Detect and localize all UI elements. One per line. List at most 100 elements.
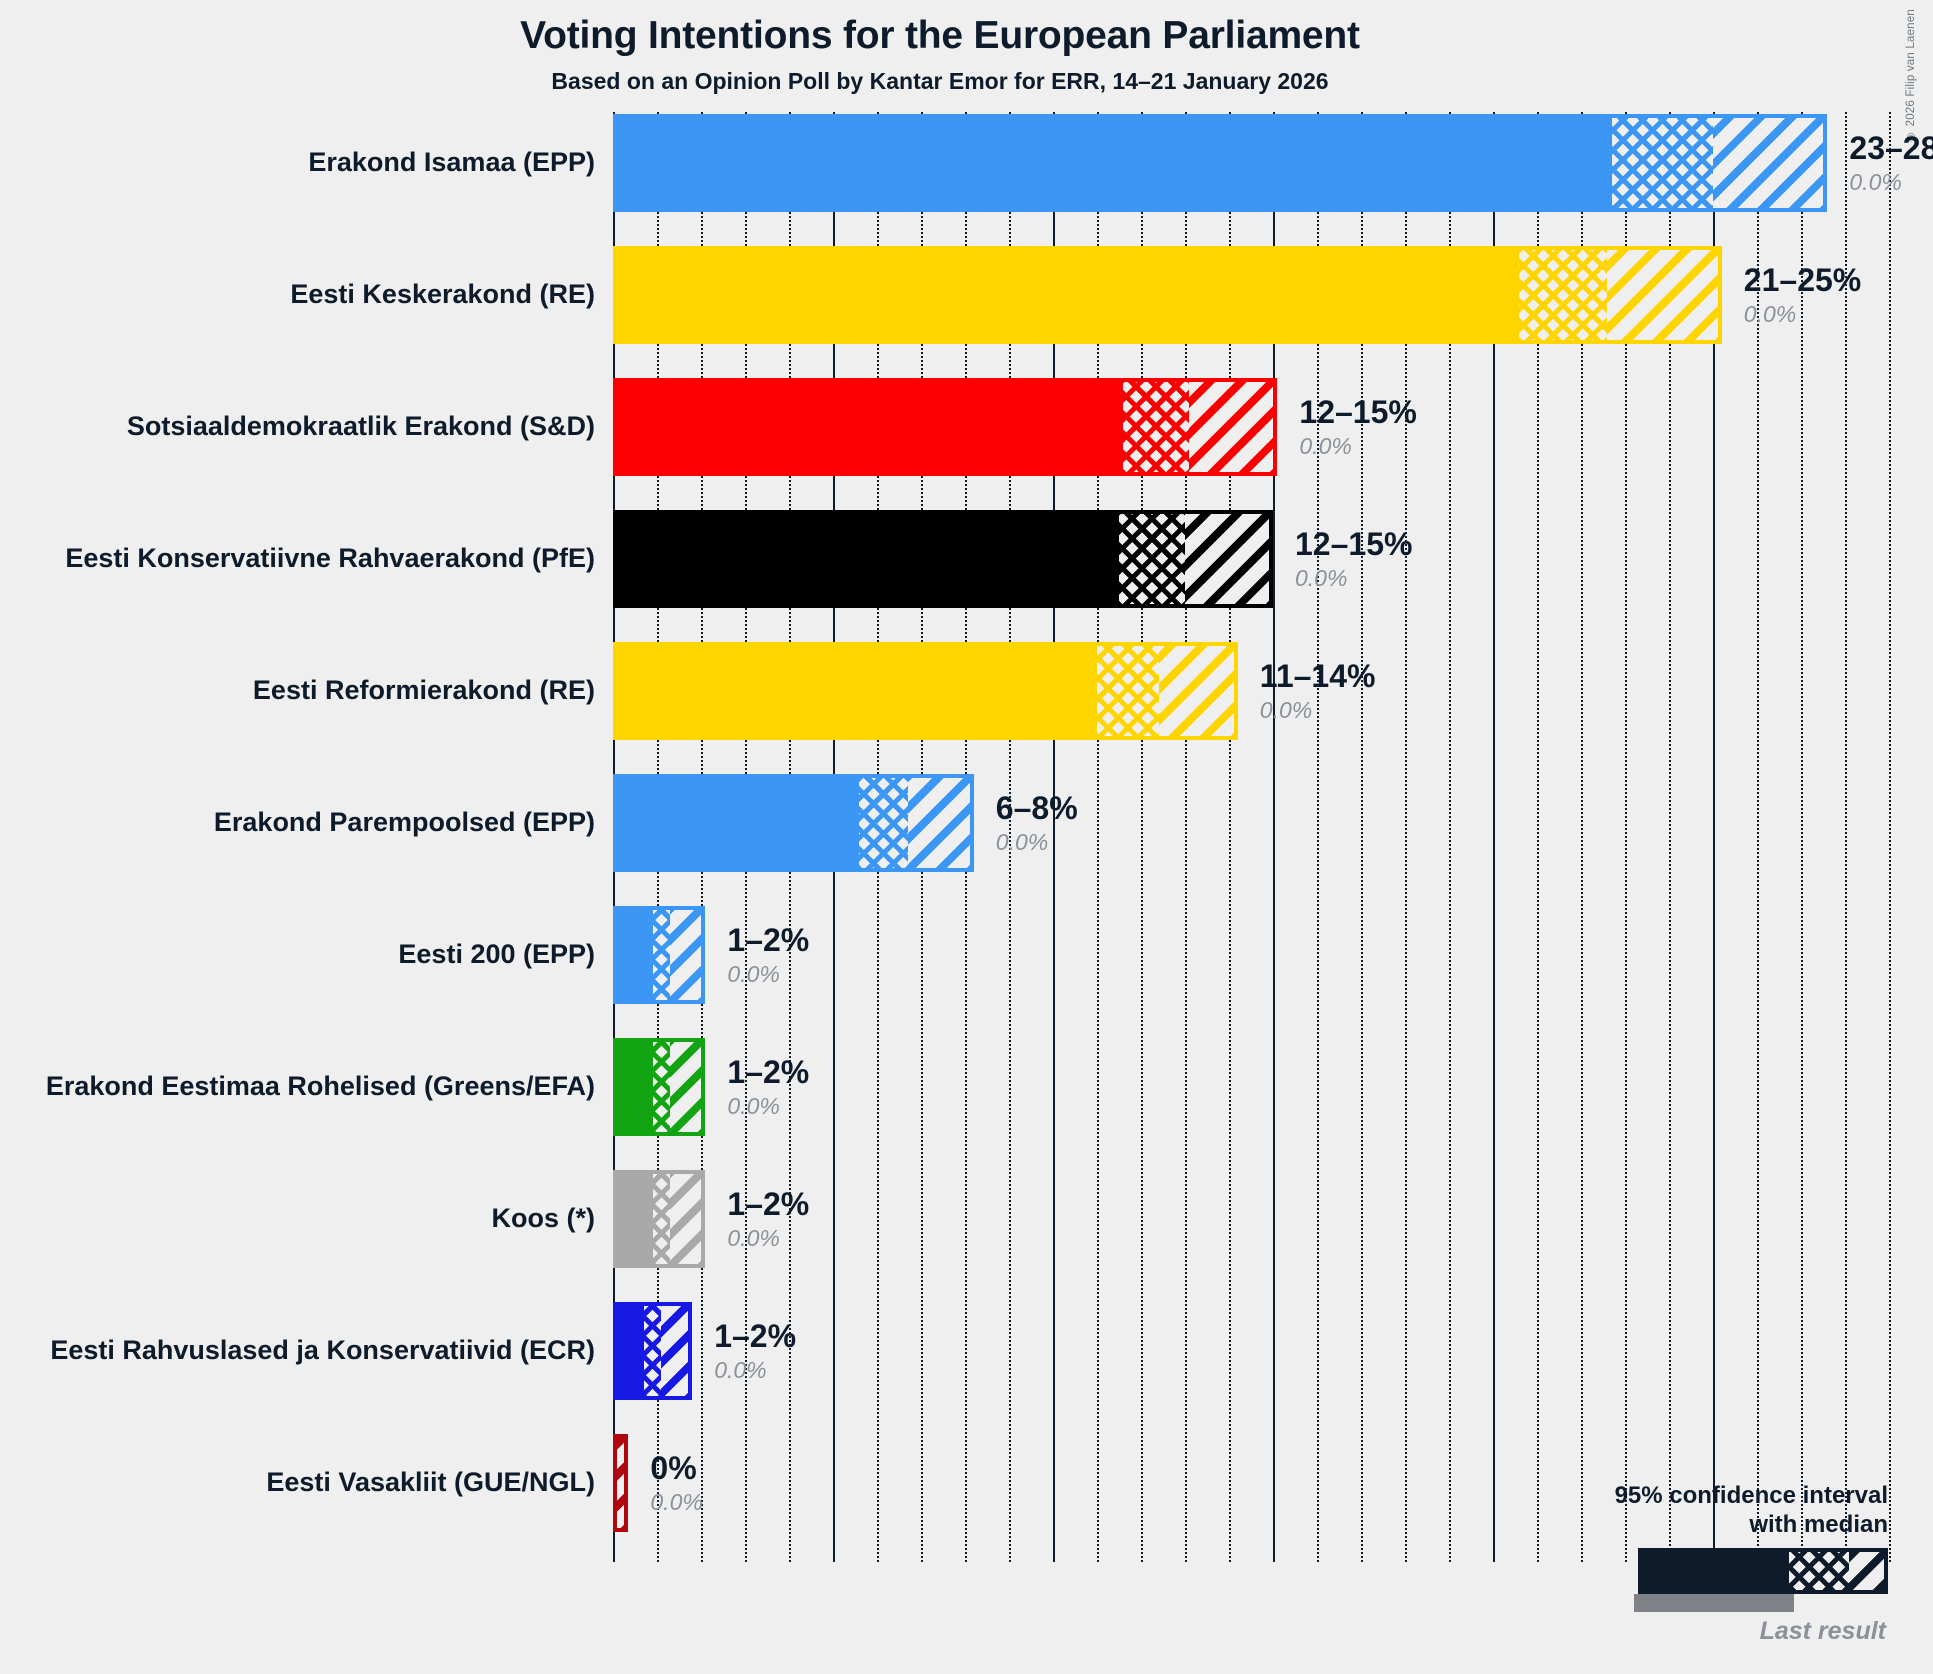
confidence-interval-bar[interactable]	[613, 378, 1278, 476]
bar-outline	[613, 642, 1238, 740]
bar-category-label: Eesti Reformierakond (RE)	[252, 675, 595, 706]
bar-segment-diagonal	[907, 774, 974, 872]
bar-container[interactable]	[613, 1434, 629, 1532]
bar-last-result-label: 0.0%	[714, 1357, 767, 1383]
confidence-interval-bar[interactable]	[613, 774, 974, 872]
legend-caption: 95% confidence interval with median	[1468, 1482, 1888, 1539]
bar-range-label: 1–2%	[727, 1186, 810, 1222]
bar-container[interactable]	[613, 642, 1238, 740]
bar-container[interactable]	[613, 510, 1273, 608]
legend-last-result-swatch	[1634, 1594, 1794, 1612]
bar-outline	[613, 906, 706, 1004]
bar-range-label: 6–8%	[995, 790, 1078, 826]
confidence-interval-bar[interactable]	[613, 642, 1238, 740]
bar-segment-diagonal	[1712, 114, 1828, 212]
bar-value-labels: 1–2% 0.0%	[727, 1056, 809, 1118]
confidence-interval-bar[interactable]	[613, 906, 706, 1004]
bar-container[interactable]	[613, 1302, 693, 1400]
bar-outline	[613, 1434, 629, 1532]
bar-segment-diagonal	[670, 1038, 706, 1136]
bar-segment-solid	[613, 510, 1119, 608]
bar-value-labels: 11–14% 0.0%	[1260, 660, 1376, 722]
bar-outline	[613, 1038, 706, 1136]
bar-value-labels: 23–28% 0.0%	[1849, 132, 1933, 194]
bar-value-labels: 12–15% 0.0%	[1299, 396, 1416, 458]
bar-segment-solid	[613, 378, 1124, 476]
bar-container[interactable]	[613, 1038, 706, 1136]
legend-swatch	[1638, 1548, 1888, 1594]
bar-container[interactable]	[613, 774, 974, 872]
bar-value-labels: 0% 0.0%	[650, 1452, 702, 1514]
bar-category-label: Erakond Eestimaa Rohelised (Greens/EFA)	[45, 1071, 595, 1102]
bar-container[interactable]	[613, 246, 1722, 344]
bar-value-labels: 1–2% 0.0%	[714, 1320, 796, 1382]
bar-category-label: Eesti Konservatiivne Rahvaerakond (PfE)	[65, 543, 595, 574]
bar-last-result-label: 0.0%	[1295, 565, 1348, 591]
bar-value-labels: 6–8% 0.0%	[996, 792, 1078, 854]
bar-outline	[613, 1170, 706, 1268]
chart-row: Eesti Keskerakond (RE) 21–25% 0.0%	[0, 246, 1933, 344]
confidence-interval-bar[interactable]	[613, 1302, 693, 1400]
bar-container[interactable]	[613, 378, 1278, 476]
bar-segment-solid	[613, 114, 1612, 212]
bar-last-result-label: 0.0%	[1849, 169, 1902, 195]
bar-segment-diagonal	[670, 906, 706, 1004]
chart-row: Eesti Vasakliit (GUE/NGL) 0% 0.0%	[0, 1434, 1933, 1532]
bar-range-label: 12–15%	[1299, 394, 1417, 430]
bar-segment-crosshatch	[652, 1038, 671, 1136]
bar-container[interactable]	[613, 114, 1828, 212]
bar-segment-crosshatch	[643, 1302, 662, 1400]
bar-range-label: 12–15%	[1295, 526, 1413, 562]
bar-last-result-label: 0.0%	[1299, 433, 1352, 459]
bar-outline	[613, 774, 974, 872]
confidence-interval-bar[interactable]	[613, 510, 1273, 608]
confidence-interval-bar[interactable]	[613, 1038, 706, 1136]
confidence-interval-bar[interactable]	[613, 114, 1828, 212]
bar-category-label: Erakond Parempoolsed (EPP)	[213, 807, 595, 838]
bar-outline	[613, 114, 1828, 212]
bar-segment-crosshatch	[652, 1170, 671, 1268]
legend-caption-line2: with median	[1749, 1510, 1888, 1538]
bar-value-labels: 21–25% 0.0%	[1744, 264, 1861, 326]
bar-category-label: Eesti Keskerakond (RE)	[290, 279, 595, 310]
chart-row: Sotsiaaldemokraatlik Erakond (S&D) 12–15%…	[0, 378, 1933, 476]
bar-segment-crosshatch	[1097, 642, 1159, 740]
bar-last-result-label: 0.0%	[727, 1225, 780, 1251]
confidence-interval-bar[interactable]	[613, 1170, 706, 1268]
bar-outline	[613, 1302, 693, 1400]
bar-category-label: Erakond Isamaa (EPP)	[308, 147, 595, 178]
bar-category-label: Eesti 200 (EPP)	[398, 939, 595, 970]
bar-range-label: 1–2%	[727, 1054, 810, 1090]
bar-container[interactable]	[613, 1170, 706, 1268]
bar-segment-diagonal	[661, 1302, 693, 1400]
bar-range-label: 21–25%	[1743, 262, 1862, 298]
bar-range-label: 1–2%	[714, 1318, 797, 1354]
bar-segment-solid	[613, 1302, 644, 1400]
bar-last-result-label: 0.0%	[995, 829, 1049, 855]
bar-segment-solid	[613, 642, 1097, 740]
bar-outline	[613, 246, 1722, 344]
legend-last-result-label: Last result	[1759, 1617, 1886, 1645]
bar-segment-crosshatch	[1611, 114, 1713, 212]
bar-segment-diagonal	[1185, 510, 1273, 608]
bar-last-result-label: 0.0%	[727, 961, 780, 987]
bar-container[interactable]	[613, 906, 706, 1004]
bar-segment-solid	[613, 1038, 653, 1136]
bar-value-labels: 1–2% 0.0%	[727, 1188, 809, 1250]
bar-range-label: 0%	[650, 1450, 697, 1486]
bar-category-label: Eesti Vasakliit (GUE/NGL)	[266, 1467, 595, 1498]
legend-segment-crosshatch	[1789, 1552, 1849, 1590]
bar-segment-diagonal	[670, 1170, 706, 1268]
bar-category-label: Sotsiaaldemokraatlik Erakond (S&D)	[126, 411, 595, 442]
confidence-interval-bar[interactable]	[613, 246, 1722, 344]
bar-segment-crosshatch	[1119, 510, 1185, 608]
bar-outline	[613, 378, 1278, 476]
chart-subtitle: Based on an Opinion Poll by Kantar Emor …	[551, 67, 1329, 94]
chart-row: Eesti 200 (EPP) 1–2% 0.0%	[0, 906, 1933, 1004]
legend-caption-line1: 95% confidence interval	[1614, 1482, 1888, 1510]
chart-row: Erakond Eestimaa Rohelised (Greens/EFA) 1…	[0, 1038, 1933, 1136]
bar-segment-solid	[613, 246, 1520, 344]
chart-row: Eesti Konservatiivne Rahvaerakond (PfE) 1…	[0, 510, 1933, 608]
chart-plot-area: Erakond Isamaa (EPP) 23–28%0.0% Eesti Kesk…	[0, 112, 1933, 1562]
bar-segment-diagonal	[1189, 378, 1278, 476]
